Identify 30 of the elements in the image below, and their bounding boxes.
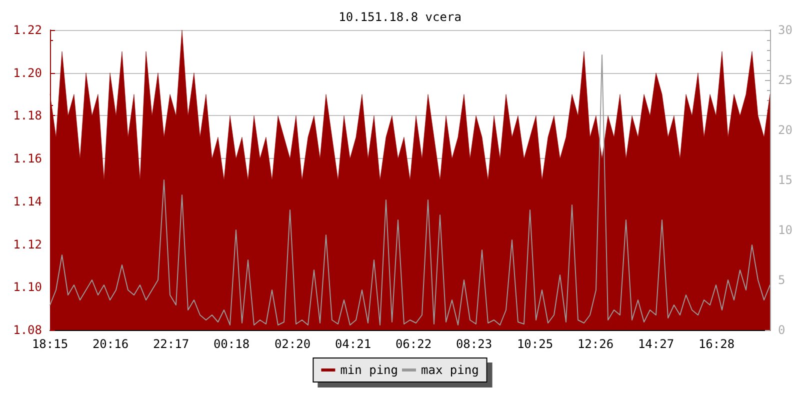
y-tick-label: 1.16	[13, 152, 42, 166]
x-tick-label: 14:27	[638, 337, 674, 351]
y-tick-label: 1.20	[13, 66, 42, 80]
y2-tick-label: 10	[778, 223, 792, 237]
x-tick-label: 18:15	[32, 337, 68, 351]
y-tick-label: 1.14	[13, 194, 42, 208]
x-tick-label: 10:25	[516, 337, 554, 351]
x-tick-label: 02:20	[274, 337, 311, 351]
y2-tick-label: 30	[778, 23, 792, 37]
y2-tick-label: 25	[778, 73, 792, 87]
x-tick-label: 04:21	[334, 337, 372, 351]
y-tick-label: 1.10	[13, 280, 42, 294]
x-tick-label: 22:17	[152, 337, 190, 351]
chart-title: 10.151.18.8 vcera	[338, 10, 462, 24]
y-tick-label: 1.22	[13, 23, 42, 37]
legend-label: min ping	[340, 363, 398, 377]
legend-label: max ping	[421, 363, 479, 377]
y2-tick-label: 0	[778, 323, 786, 337]
y-tick-label: 1.18	[13, 108, 42, 123]
x-tick-label: 00:18	[213, 337, 250, 351]
x-tick-label: 16:28	[698, 337, 735, 351]
y-tick-label: 1.12	[13, 237, 42, 252]
x-tick-label: 06:22	[395, 337, 432, 351]
y-tick-label: 1.08	[13, 323, 42, 337]
y2-tick-label: 15	[778, 173, 792, 187]
x-tick-label: 12:26	[577, 337, 614, 351]
y2-tick-label: 5	[778, 273, 786, 287]
x-tick-label: 08:23	[456, 337, 492, 351]
x-tick-label: 20:16	[92, 337, 129, 351]
y2-tick-label: 20	[778, 123, 792, 137]
